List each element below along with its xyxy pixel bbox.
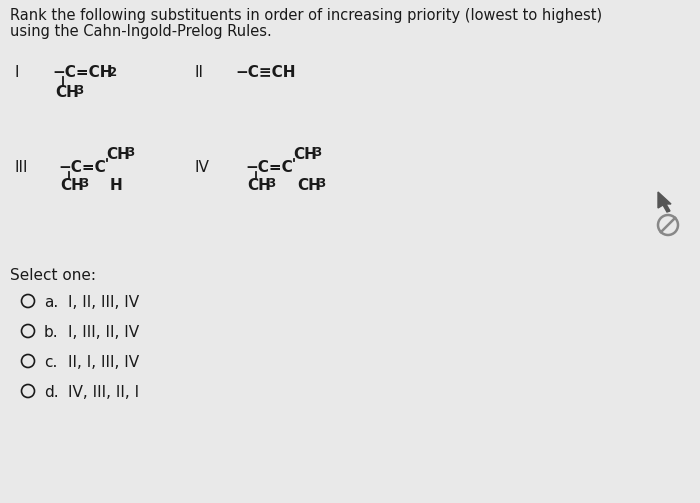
Text: −C=CH: −C=CH [52, 65, 113, 80]
Text: 3: 3 [267, 177, 275, 190]
Text: I, III, II, IV: I, III, II, IV [68, 325, 139, 340]
Text: b.: b. [44, 325, 59, 340]
Text: a.: a. [44, 295, 58, 310]
Text: I, II, III, IV: I, II, III, IV [68, 295, 139, 310]
Text: CH: CH [60, 178, 84, 193]
Text: c.: c. [44, 355, 57, 370]
Text: CH: CH [106, 147, 130, 162]
Text: 3: 3 [80, 177, 88, 190]
Text: II, I, III, IV: II, I, III, IV [68, 355, 139, 370]
Text: 3: 3 [126, 146, 134, 159]
Text: −C=C: −C=C [58, 160, 106, 175]
Text: CH: CH [55, 85, 79, 100]
Polygon shape [658, 192, 671, 212]
Text: CH: CH [293, 147, 317, 162]
Text: II: II [195, 65, 204, 80]
Text: H: H [110, 178, 122, 193]
Text: III: III [14, 160, 27, 175]
Text: IV, III, II, I: IV, III, II, I [68, 385, 139, 400]
Text: I: I [14, 65, 18, 80]
Text: 3: 3 [317, 177, 325, 190]
Text: d.: d. [44, 385, 59, 400]
Text: −C≡CH: −C≡CH [235, 65, 295, 80]
Text: CH: CH [297, 178, 321, 193]
Text: −C=C: −C=C [245, 160, 293, 175]
Text: IV: IV [195, 160, 210, 175]
Text: 2: 2 [108, 66, 116, 79]
Text: 3: 3 [313, 146, 321, 159]
Text: Select one:: Select one: [10, 268, 96, 283]
Text: CH: CH [247, 178, 271, 193]
Text: Rank the following substituents in order of increasing priority (lowest to highe: Rank the following substituents in order… [10, 8, 602, 23]
Text: 3: 3 [75, 84, 83, 97]
Text: using the Cahn-Ingold-Prelog Rules.: using the Cahn-Ingold-Prelog Rules. [10, 24, 272, 39]
